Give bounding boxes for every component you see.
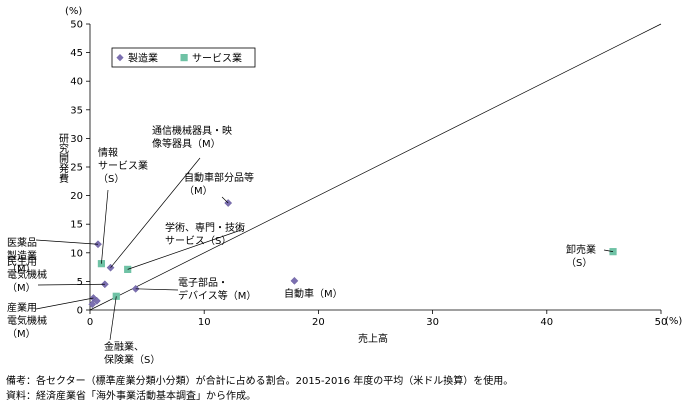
annotation-text: 製造業: [7, 249, 37, 262]
legend: 製造業 サービス業: [111, 47, 256, 68]
y-tick-label: 30: [70, 134, 83, 145]
annotation-finance: 金融業、保険業（S）: [104, 340, 160, 366]
annotation-text: デバイス等（M）: [178, 289, 256, 302]
leader-line-electronic: [135, 288, 179, 291]
annotation-text: 民生用: [7, 255, 37, 268]
annotation-electronic: 電子部品・デバイス等（M）: [178, 276, 256, 302]
annotation-text: 像等器具（M）: [152, 137, 221, 150]
annotation-text: 学術、専門・技術: [165, 221, 245, 234]
note-remarks: 備考：各セクター（標準産業分類小分類）が合計に占める割合。2015-2016 年…: [6, 376, 514, 387]
x-tick-label: 50: [655, 317, 668, 328]
annotation-text: サービス業: [98, 159, 148, 172]
x-axis-unit: (%): [665, 316, 682, 327]
annotation-text: 産業用: [7, 301, 37, 314]
annotation-text: 通信機械器具・映: [152, 124, 232, 137]
y-tick-label: 20: [70, 191, 83, 202]
leader-line-telecom: [110, 157, 201, 268]
note-source: 資料：経済産業省「海外事業活動基本調査」から作成。: [6, 391, 256, 402]
annotation-text: 自動車（M）: [284, 287, 343, 300]
y-tick-label: 0: [77, 306, 83, 317]
legend-label-manufacturing: 製造業: [128, 52, 158, 65]
annotation-text: 電気機械: [7, 314, 47, 327]
y-tick-label: 15: [70, 220, 83, 231]
leader-line-academic: [127, 228, 245, 270]
point-manufacturing: [92, 296, 101, 305]
y-axis-unit: (%): [65, 6, 82, 17]
x-tick-label: 30: [426, 317, 439, 328]
annotation-text: （M）: [7, 263, 36, 275]
leader-line-info: [101, 189, 109, 264]
annotation-text: 電気機械: [7, 268, 47, 281]
x-tick-label: 40: [540, 317, 553, 328]
annotation-auto: 自動車（M）: [284, 287, 343, 300]
axes: 0 10 20 30 40 50 0 5 10 15 20 25 30 35 40 45 50: [70, 20, 667, 329]
annotation-autoparts: 自動車部分品等（M）: [184, 171, 254, 197]
annotation-text: サービス（S）: [165, 235, 231, 247]
data-points: [88, 199, 617, 309]
annotation-text: 電子部品・: [178, 276, 228, 289]
leader-line-autoparts: [221, 196, 229, 204]
legend-label-services: サービス業: [192, 52, 242, 65]
x-tick-label: 0: [87, 317, 93, 328]
leader-lines: [35, 157, 614, 341]
leader-line-pharma: [35, 239, 99, 245]
y-tick-label: 40: [70, 77, 83, 88]
annotation-text: 卸売業: [566, 243, 596, 256]
x-tick-label: 10: [198, 317, 211, 328]
y-tick-label: 45: [70, 48, 83, 59]
legend-marker-services: [180, 54, 188, 62]
y-axis-title: 研究開発費: [57, 133, 69, 184]
point-manufacturing: [290, 276, 299, 285]
annotation-text: （M）: [184, 185, 213, 197]
leader-line-finance: [109, 296, 117, 341]
y-tick-label: 50: [70, 20, 83, 31]
leader-line-wholesale: [603, 249, 614, 253]
x-tick-label: 20: [312, 317, 325, 328]
annotation-text: 医薬品: [7, 237, 37, 249]
y-tick-label: 5: [77, 277, 83, 288]
annotation-text: 自動車部分品等: [184, 171, 254, 184]
point-manufacturing: [88, 300, 97, 309]
annotation-text: 金融業、: [104, 340, 144, 353]
reference-line-45deg: [89, 23, 662, 311]
reference-line-group: [89, 23, 662, 311]
annotation-text: （M）: [7, 282, 36, 294]
y-tick-label: 25: [70, 163, 83, 174]
annotation-text: （S）: [98, 173, 124, 185]
y-tick-label: 35: [70, 105, 83, 116]
x-axis-title: 売上高: [358, 332, 388, 345]
annotation-text: （S）: [566, 257, 592, 269]
annotation-text: 情報: [98, 146, 118, 159]
y-tick-label: 10: [70, 248, 83, 259]
leader-line-consumer: [37, 283, 105, 286]
legend-marker-manufacturing: [116, 54, 124, 62]
annotation-wholesale: 卸売業（S）: [566, 243, 596, 269]
leader-line-industrial: [35, 297, 94, 310]
annotation-text: 保険業（S）: [104, 353, 160, 366]
annotation-text: （M）: [7, 328, 36, 340]
